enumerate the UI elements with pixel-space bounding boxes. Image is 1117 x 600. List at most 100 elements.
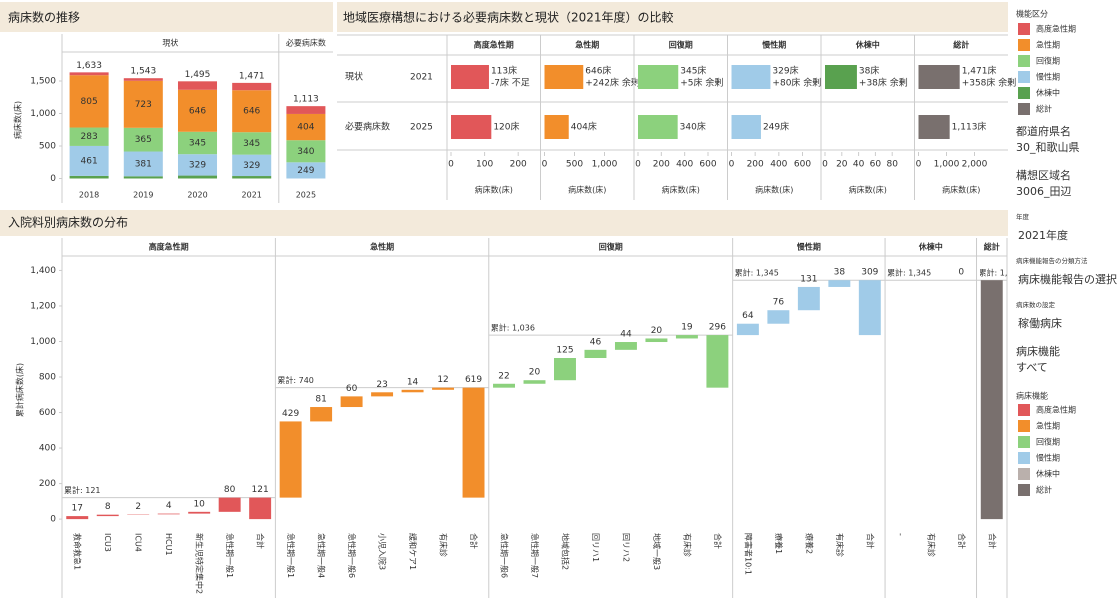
bar-label: 429 — [282, 409, 299, 419]
bar — [371, 392, 394, 397]
x-tick-label: 急性期一般1 — [225, 533, 235, 578]
x-tick-label: 回リハ1 — [591, 533, 600, 562]
bar — [462, 387, 485, 498]
y-tick-label: 1,400 — [30, 266, 56, 276]
bar-label: 20 — [651, 326, 663, 336]
x-tick-label: 小児入院3 — [378, 533, 388, 570]
diff-label: +80床 余剰 — [772, 77, 821, 89]
diff-label: -7床 不足 — [491, 77, 530, 89]
x-tick-label: 急性期一般1 — [286, 533, 296, 578]
x-tick-label: ICU4 — [134, 533, 143, 552]
x-tick-label: 急性期一般6 — [500, 533, 510, 578]
x-axis-label: 病床数(床) — [755, 185, 793, 195]
bar — [401, 389, 424, 393]
y-tick-label: 500 — [39, 142, 56, 152]
bar-label: 2 — [135, 502, 141, 512]
x-tick-label: 回リハ2 — [621, 533, 630, 562]
filter-value: 30_和歌山県 — [1016, 140, 1080, 154]
x-tick-label: 1,000 — [934, 160, 960, 170]
x-tick-label: 200 — [510, 160, 527, 170]
x-tick-label: 有床診 — [439, 533, 449, 557]
legend-swatch — [1018, 55, 1030, 67]
legend-swatch — [1018, 484, 1030, 496]
bar-segment — [177, 175, 218, 179]
legend-label: 急性期 — [1036, 421, 1060, 431]
panel-title: 入院料別病床数の分布 — [8, 215, 128, 230]
group-header: 急性期 — [370, 242, 394, 252]
bar-segment — [123, 127, 163, 152]
control-label: 病床数の設定 — [1016, 300, 1056, 309]
filter-label: 構想区域名 — [1016, 168, 1071, 182]
bar-segment — [232, 132, 272, 155]
y-tick-label: 600 — [39, 408, 56, 418]
bar-label: 345床 — [680, 65, 706, 77]
bar-label: 76 — [773, 298, 785, 308]
column-header: 高度急性期 — [474, 40, 514, 50]
x-tick-label: 2019 — [133, 191, 153, 200]
bar-segment — [69, 145, 109, 176]
legend-swatch — [1018, 23, 1030, 35]
x-tick-label: 急性期一般6 — [347, 533, 357, 578]
group-header: 回復期 — [599, 242, 623, 252]
x-tick-label: ICU3 — [103, 533, 112, 552]
group-header: 高度急性期 — [149, 242, 189, 252]
bar-label: 723 — [135, 100, 152, 110]
total-label: 1,471 — [239, 71, 265, 81]
legend-label: 休棟中 — [1036, 88, 1060, 98]
bar-label: 131 — [800, 274, 817, 284]
x-tick-label: 2025 — [296, 191, 316, 200]
bar-label: 805 — [81, 97, 98, 107]
column-header: 回復期 — [669, 40, 693, 50]
legend-label: 慢性期 — [1036, 72, 1060, 82]
bar — [584, 349, 607, 359]
bar-label: 646 — [243, 107, 260, 117]
y-tick-label: 800 — [39, 373, 56, 383]
x-tick-label: 200 — [653, 160, 670, 170]
x-tick-label: 緩和ケア1 — [408, 533, 418, 570]
bar-label: 1,471床 — [962, 65, 997, 77]
bar — [731, 65, 771, 89]
x-tick-label: 80 — [886, 160, 898, 170]
y-tick-label: 1,000 — [30, 337, 56, 347]
bar-label: 20 — [529, 368, 541, 378]
row-label: 現状 — [345, 71, 363, 83]
x-tick-label: 600 — [794, 160, 811, 170]
filter-label: 病床機能 — [1016, 344, 1060, 358]
bar — [645, 338, 668, 343]
bar-label: 120床 — [493, 121, 519, 133]
bar — [918, 65, 960, 89]
filter-value[interactable]: すべて — [1016, 361, 1048, 374]
bar — [554, 358, 576, 381]
bar-label: 461 — [81, 156, 98, 166]
cumulative-label: 累計: 1,345 — [735, 268, 779, 278]
bar-segment — [69, 127, 109, 146]
legend-swatch — [1018, 39, 1030, 51]
bar-label: 619 — [465, 375, 482, 385]
total-label: 1,495 — [185, 70, 211, 80]
bar-segment — [69, 72, 109, 76]
bar-segment — [123, 80, 163, 128]
y-tick-label: 1,200 — [30, 301, 56, 311]
control-value[interactable]: 稼働病床 — [1018, 316, 1062, 330]
bar-label: 64 — [742, 311, 754, 321]
bar-label: 80 — [224, 485, 236, 495]
bar — [310, 407, 333, 422]
bar-segment — [177, 89, 218, 132]
bar-label: 38 — [834, 268, 846, 278]
bar — [544, 65, 584, 89]
legend-swatch — [1018, 468, 1030, 480]
bar-label: 404床 — [571, 121, 597, 133]
bar — [918, 115, 950, 139]
panel-header — [0, 210, 1008, 236]
total-label: 1,543 — [130, 67, 156, 77]
x-tick-label: 1,000 — [592, 160, 618, 170]
x-tick-label: 合計 — [865, 533, 875, 549]
control-value[interactable]: 病床機能報告の選択 — [1018, 272, 1117, 286]
x-axis-label: 病床数(床) — [849, 185, 887, 195]
x-tick-label: 500 — [566, 160, 583, 170]
x-tick-label: 有床診 — [835, 533, 845, 557]
bar-segment — [69, 175, 109, 179]
x-tick-label: 200 — [747, 160, 764, 170]
control-value[interactable]: 2021年度 — [1018, 228, 1068, 242]
bar — [980, 280, 1003, 520]
